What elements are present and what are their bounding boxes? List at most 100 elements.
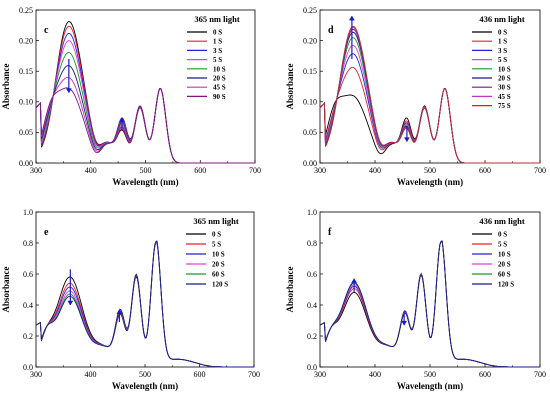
series-line — [319, 240, 540, 368]
x-tick-label: 600 — [479, 166, 491, 175]
y-tick-label: 0.2 — [307, 332, 317, 341]
legend-label: 5 S — [212, 241, 221, 249]
x-tick-label: 400 — [85, 166, 97, 175]
legend-label: 20 S — [498, 261, 511, 269]
panel-d: 300 400 500 600 700 0.00 0.05 0.10 0.15 0.20 0.25 W… — [285, 6, 546, 187]
panel-letter: f — [328, 227, 332, 238]
y-axis-title: Absorbance — [285, 266, 295, 312]
x-tick-label: 400 — [369, 166, 381, 175]
legend-label: 5 S — [498, 241, 507, 249]
x-tick-label: 700 — [534, 370, 546, 379]
series-line — [35, 240, 254, 368]
y-tick-label: 0.8 — [23, 239, 33, 248]
y-tick-label: 0.15 — [19, 67, 33, 76]
y-tick-label: 0.05 — [19, 128, 33, 137]
x-tick-label: 600 — [194, 370, 206, 379]
x-axis-title: Wavelength (nm) — [112, 177, 178, 187]
x-tick-label: 300 — [30, 370, 42, 379]
legend-label: 5 S — [213, 56, 222, 64]
change-arrow-head — [403, 137, 410, 143]
legend-label: 3 S — [213, 47, 222, 55]
panel-letter: d — [328, 25, 334, 36]
y-tick-label: 0.00 — [303, 159, 317, 168]
y-tick-label: 0.00 — [19, 159, 33, 168]
legend-label: 30 S — [498, 84, 511, 92]
y-tick-label: 0.4 — [23, 301, 33, 310]
light-label: 365 nm light — [193, 216, 239, 226]
series-line — [319, 25, 540, 164]
legend-label: 60 S — [212, 271, 225, 279]
legend-label: 120 S — [498, 281, 514, 289]
legend-label: 10 S — [213, 65, 226, 73]
x-axis-title: Wavelength (nm) — [397, 381, 463, 391]
y-tick-label: 0.10 — [19, 98, 33, 107]
y-axis-title: Absorbance — [1, 266, 11, 312]
panel-letter: e — [44, 227, 49, 238]
change-arrow-head — [67, 300, 74, 306]
x-tick-label: 500 — [140, 166, 152, 175]
legend-label: 45 S — [213, 84, 226, 92]
panel-letter: c — [44, 25, 49, 36]
y-axis-title: Absorbance — [1, 63, 11, 109]
legend-label: 20 S — [213, 75, 226, 83]
y-tick-label: 0.6 — [23, 270, 33, 279]
light-label: 365 nm light — [194, 14, 240, 24]
legend-label: 20 S — [498, 75, 511, 83]
legend-label: 0 S — [498, 29, 507, 37]
legend-label: 1 S — [213, 38, 222, 46]
legend-label: 0 S — [212, 231, 221, 239]
plot-frame — [35, 211, 255, 368]
y-tick-label: 0.25 — [303, 6, 317, 15]
x-tick-label: 700 — [248, 370, 260, 379]
y-tick-label: 0.10 — [303, 98, 317, 107]
legend-label: 60 S — [498, 271, 511, 279]
change-arrow-head — [401, 320, 408, 326]
y-tick-label: 0.05 — [303, 128, 317, 137]
x-tick-label: 700 — [534, 166, 546, 175]
panel-e: 300 400 500 600 700 0.0 0.2 0.4 0.6 0.8 1.0 Wavelen… — [1, 208, 260, 391]
x-tick-label: 300 — [314, 166, 326, 175]
panel-f: 300 400 500 600 700 0.0 0.2 0.4 0.6 0.8 1.0 Wavelen… — [285, 208, 546, 391]
y-tick-label: 0.20 — [19, 36, 33, 45]
x-tick-label: 400 — [85, 370, 97, 379]
y-tick-label: 0.4 — [307, 301, 317, 310]
legend-label: 20 S — [212, 261, 225, 269]
y-tick-label: 0.6 — [307, 270, 317, 279]
y-tick-label: 1.0 — [307, 208, 317, 217]
panel-c: 300 400 500 600 700 0.00 0.05 0.10 0.15 0.20 0.25 W… — [1, 6, 261, 187]
y-tick-label: 0.20 — [303, 36, 317, 45]
legend-label: 10 S — [212, 251, 225, 259]
change-arrow-head — [119, 117, 125, 122]
legend-label: 0 S — [498, 231, 507, 239]
x-tick-label: 500 — [139, 370, 151, 379]
legend-label: 5 S — [498, 56, 507, 64]
x-tick-label: 600 — [194, 166, 206, 175]
y-tick-label: 0.0 — [307, 363, 317, 372]
x-tick-label: 500 — [424, 166, 436, 175]
y-tick-label: 0.2 — [23, 332, 33, 341]
x-tick-label: 300 — [30, 166, 42, 175]
x-tick-label: 700 — [249, 166, 261, 175]
y-tick-label: 0.25 — [19, 6, 33, 15]
y-tick-label: 0.0 — [23, 363, 33, 372]
x-axis-title: Wavelength (nm) — [397, 177, 463, 187]
y-tick-label: 0.15 — [303, 67, 317, 76]
change-arrow-head — [351, 278, 358, 283]
y-tick-label: 1.0 — [23, 208, 33, 217]
change-arrow-head — [348, 15, 355, 21]
x-tick-label: 400 — [369, 370, 381, 379]
legend-label: 75 S — [498, 102, 511, 110]
x-tick-label: 600 — [479, 370, 491, 379]
series-line — [35, 87, 255, 164]
y-axis-title: Absorbance — [285, 63, 295, 109]
x-tick-label: 300 — [314, 370, 326, 379]
legend-label: 10 S — [498, 251, 511, 259]
change-arrow-head — [116, 309, 123, 314]
legend-label: 120 S — [212, 281, 228, 289]
legend-label: 3 S — [498, 47, 507, 55]
y-tick-label: 0.8 — [307, 239, 317, 248]
legend-label: 45 S — [498, 93, 511, 101]
legend-label: 90 S — [213, 93, 226, 101]
x-tick-label: 500 — [424, 370, 436, 379]
